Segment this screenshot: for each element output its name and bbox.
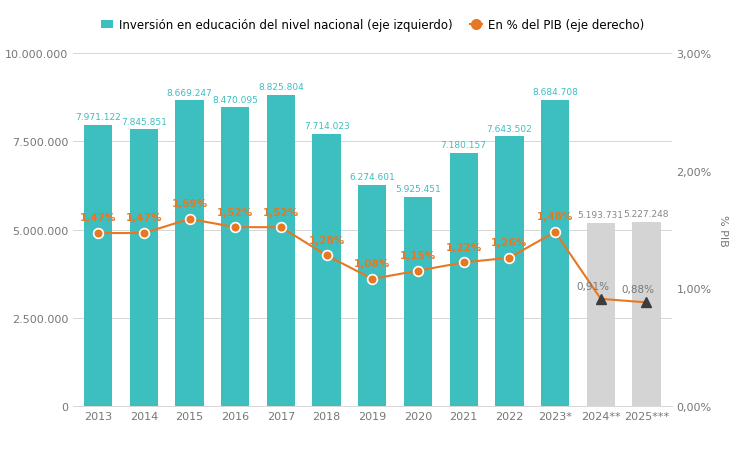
Bar	[541, 101, 569, 406]
Bar	[130, 130, 158, 406]
Text: 7.180.157: 7.180.157	[441, 141, 487, 150]
Bar	[266, 96, 295, 406]
Bar	[450, 153, 478, 406]
Text: 1,15%: 1,15%	[400, 250, 436, 261]
Y-axis label: % PIB: % PIB	[718, 214, 729, 246]
Text: 5.925.451: 5.925.451	[395, 185, 441, 194]
Text: 1,47%: 1,47%	[126, 213, 162, 223]
Text: 8.684.708: 8.684.708	[532, 88, 578, 97]
Bar	[84, 125, 112, 406]
Text: 1,52%: 1,52%	[217, 207, 253, 217]
Legend: Inversión en educación del nivel nacional (eje izquierdo), En % del PIB (eje der: Inversión en educación del nivel naciona…	[96, 14, 648, 37]
Text: 5.227.248: 5.227.248	[623, 210, 669, 218]
Bar	[221, 108, 250, 406]
Bar	[495, 137, 523, 406]
Text: 8.825.804: 8.825.804	[258, 83, 304, 92]
Text: 8.669.247: 8.669.247	[166, 88, 212, 97]
Text: 7.643.502: 7.643.502	[486, 124, 532, 133]
Text: 6.274.601: 6.274.601	[350, 173, 395, 182]
Text: 1,28%: 1,28%	[309, 235, 345, 245]
Text: 1,59%: 1,59%	[172, 199, 207, 209]
Bar	[358, 185, 386, 406]
Text: 1,08%: 1,08%	[354, 259, 391, 269]
Text: 1,52%: 1,52%	[263, 207, 299, 217]
Text: 5.193.731: 5.193.731	[577, 211, 623, 220]
Text: 7.714.023: 7.714.023	[304, 122, 350, 131]
Text: 8.470.095: 8.470.095	[212, 96, 258, 105]
Text: 0,91%: 0,91%	[576, 281, 609, 291]
Bar	[587, 223, 615, 406]
Text: 0,88%: 0,88%	[622, 285, 655, 295]
Bar	[632, 222, 661, 406]
Text: 7.971.122: 7.971.122	[75, 113, 121, 122]
Bar	[175, 101, 204, 406]
Text: 7.845.851: 7.845.851	[121, 117, 166, 126]
Text: 1,47%: 1,47%	[80, 213, 116, 223]
Bar	[312, 134, 341, 406]
Text: 1,26%: 1,26%	[491, 238, 528, 248]
Bar	[404, 198, 432, 406]
Text: 1,48%: 1,48%	[537, 212, 573, 222]
Text: 1,22%: 1,22%	[445, 242, 482, 252]
